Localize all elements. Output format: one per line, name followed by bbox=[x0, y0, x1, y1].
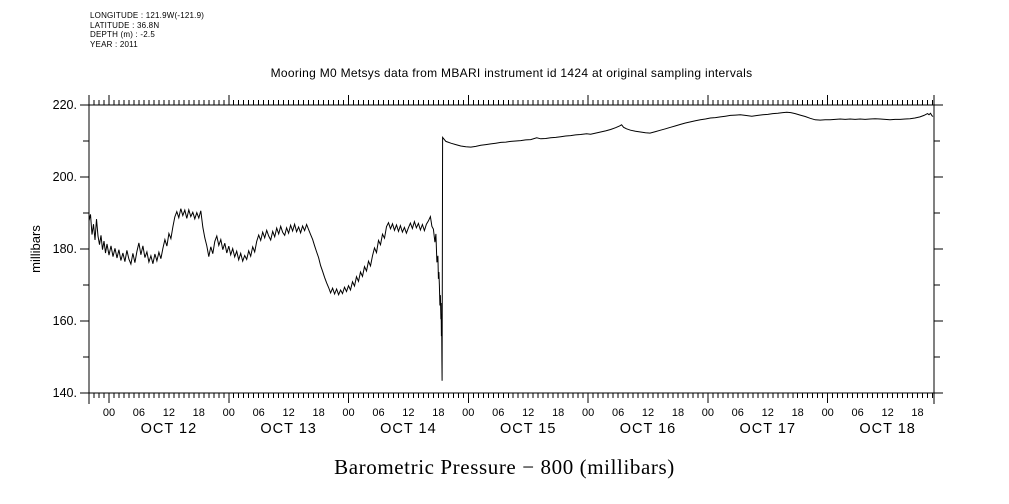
x-hour-label: 06 bbox=[372, 407, 384, 419]
x-hour-label: 12 bbox=[402, 407, 414, 419]
x-hour-label: 12 bbox=[881, 407, 893, 419]
y-tick-label: 160. bbox=[53, 314, 77, 328]
x-hour-label: 12 bbox=[522, 407, 534, 419]
y-axis-title: millibars bbox=[28, 225, 43, 273]
x-hour-label: 00 bbox=[822, 407, 834, 419]
x-hour-label: 00 bbox=[702, 407, 714, 419]
pressure-line bbox=[88, 111, 934, 381]
x-hour-label: 12 bbox=[163, 407, 175, 419]
latitude-text: LATITUDE : 36.8N bbox=[90, 20, 160, 30]
x-hour-label: 18 bbox=[552, 407, 564, 419]
x-hour-label: 18 bbox=[672, 407, 684, 419]
x-day-label: OCT 15 bbox=[500, 421, 557, 437]
x-hour-label: 18 bbox=[312, 407, 324, 419]
x-day-label: OCT 12 bbox=[141, 421, 198, 437]
x-hour-label: 06 bbox=[133, 407, 145, 419]
x-hour-label: 12 bbox=[762, 407, 774, 419]
x-hour-label: 06 bbox=[612, 407, 624, 419]
x-day-label: OCT 18 bbox=[859, 421, 916, 437]
y-tick-label: 180. bbox=[53, 242, 77, 256]
y-tick-label: 140. bbox=[53, 386, 77, 400]
x-hour-label: 00 bbox=[103, 407, 115, 419]
y-tick-label: 220. bbox=[53, 98, 77, 112]
x-hour-label: 00 bbox=[223, 407, 235, 419]
chart-caption: Barometric Pressure − 800 (millibars) bbox=[334, 455, 675, 479]
station-metadata: LONGITUDE : 121.9W(-121.9) LATITUDE : 36… bbox=[90, 11, 204, 49]
x-hour-label: 06 bbox=[253, 407, 265, 419]
x-hour-label: 18 bbox=[193, 407, 205, 419]
year-text: YEAR : 2011 bbox=[90, 39, 138, 49]
x-hour-label: 18 bbox=[792, 407, 804, 419]
x-hour-label: 12 bbox=[282, 407, 294, 419]
x-day-label: OCT 17 bbox=[740, 421, 797, 437]
x-day-label: OCT 14 bbox=[380, 421, 437, 437]
y-tick-label: 200. bbox=[53, 170, 77, 184]
plot-frame bbox=[88, 104, 935, 394]
x-hour-label: 06 bbox=[851, 407, 863, 419]
depth-text: DEPTH (m) : -2.5 bbox=[90, 30, 155, 39]
longitude-text: LONGITUDE : 121.9W(-121.9) bbox=[90, 11, 205, 20]
x-hour-label: 12 bbox=[642, 407, 654, 419]
chart-title: Mooring M0 Metsys data from MBARI instru… bbox=[270, 66, 753, 80]
x-hour-label: 00 bbox=[342, 407, 354, 419]
x-hour-label: 18 bbox=[911, 407, 923, 419]
x-day-label: OCT 13 bbox=[260, 421, 317, 437]
x-hour-label: 06 bbox=[492, 407, 504, 419]
x-hour-label: 18 bbox=[432, 407, 444, 419]
x-hour-label: 00 bbox=[582, 407, 594, 419]
x-day-label: OCT 16 bbox=[620, 421, 677, 437]
x-hour-label: 06 bbox=[732, 407, 744, 419]
x-hour-label: 00 bbox=[462, 407, 474, 419]
